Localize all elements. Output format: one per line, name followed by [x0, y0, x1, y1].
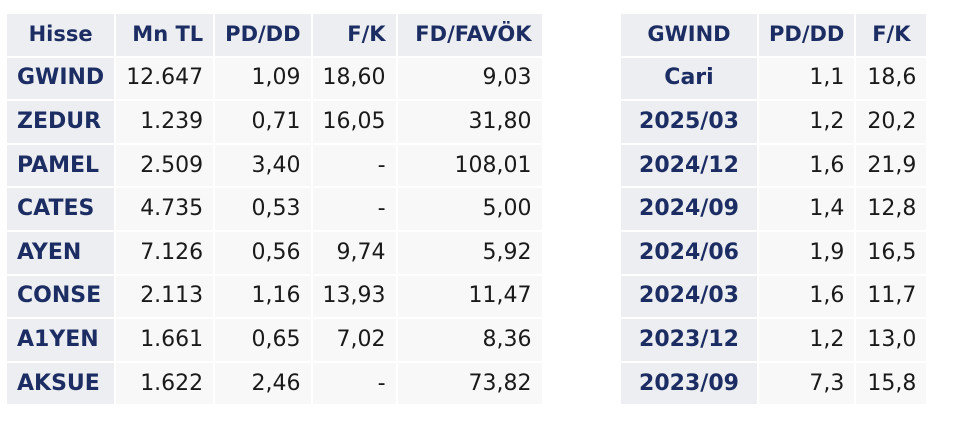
fd-favok-value: 108,01: [397, 144, 542, 187]
fd-favok-value: 5,92: [397, 231, 542, 274]
stock-name: CONSE: [7, 275, 115, 318]
table-row: 2023/09 7,3 15,8: [621, 362, 927, 405]
header-row: Hisse Mn TL PD/DD F/K FD/FAVÖK: [7, 14, 542, 56]
pd-dd-value: 0,56: [215, 231, 311, 274]
table-row: 2024/12 1,6 21,9: [621, 144, 927, 187]
stock-name: ZEDUR: [7, 101, 115, 143]
pd-dd-value: 1,9: [759, 231, 855, 274]
fk-value: 18,6: [856, 57, 927, 100]
period-label: 2023/09: [621, 362, 757, 405]
fk-value: 12,8: [856, 188, 927, 230]
pd-dd-value: 1,6: [759, 144, 855, 187]
pd-dd-value: 1,16: [215, 275, 311, 318]
period-label: 2024/09: [621, 188, 757, 230]
fk-value: 7,02: [312, 319, 396, 361]
pd-dd-value: 0,71: [215, 101, 311, 143]
mn-tl-value: 4.735: [116, 188, 214, 230]
column-header-fk: F/K: [856, 14, 927, 56]
stock-name: CATES: [7, 188, 115, 230]
pd-dd-value: 1,6: [759, 275, 855, 318]
table-row: ZEDUR 1.239 0,71 16,05 31,80: [7, 101, 542, 143]
fd-favok-value: 11,47: [397, 275, 542, 318]
header-row: GWIND PD/DD F/K: [621, 14, 927, 56]
table-row: AKSUE 1.622 2,46-73,82: [7, 362, 542, 405]
fk-value: 16,5: [856, 231, 927, 274]
fk-value: 21,9: [856, 144, 927, 187]
column-header-pd-dd: PD/DD: [215, 14, 311, 56]
period-label: Cari: [621, 57, 757, 100]
mn-tl-value: 1.239: [116, 101, 214, 143]
fk-value: 13,93: [312, 275, 396, 318]
stock-valuation-table: Hisse Mn TL PD/DD F/K FD/FAVÖK GWIND 12.6…: [5, 12, 544, 406]
table-row: Cari 1,1 18,6: [621, 57, 927, 100]
table-row: 2024/09 1,4 12,8: [621, 188, 927, 230]
fk-value: -: [312, 188, 396, 230]
mn-tl-value: 1.622: [116, 362, 214, 405]
pd-dd-value: 1,1: [759, 57, 855, 100]
pd-dd-value: 1,09: [215, 57, 311, 100]
column-header-hisse: Hisse: [7, 14, 115, 56]
period-label: 2024/03: [621, 275, 757, 318]
column-header-fk: F/K: [312, 14, 396, 56]
table-row: AYEN 7.126 0,56 9,74 5,92: [7, 231, 542, 274]
gwind-history-table: GWIND PD/DD F/K Cari 1,1 18,6 2025/03 1,2 20,…: [619, 12, 928, 406]
mn-tl-value: 2.113: [116, 275, 214, 318]
stock-name: GWIND: [7, 57, 115, 100]
table-row: 2024/03 1,6 11,7: [621, 275, 927, 318]
stock-name: AKSUE: [7, 362, 115, 405]
pd-dd-value: 3,40: [215, 144, 311, 187]
fd-favok-value: 31,80: [397, 101, 542, 143]
pd-dd-value: 2,46: [215, 362, 311, 405]
table-row: 2025/03 1,2 20,2: [621, 101, 927, 143]
mn-tl-value: 2.509: [116, 144, 214, 187]
stock-name: PAMEL: [7, 144, 115, 187]
column-header-mn-tl: Mn TL: [116, 14, 214, 56]
period-label: 2025/03: [621, 101, 757, 143]
fk-value: 13,0: [856, 319, 927, 361]
mn-tl-value: 7.126: [116, 231, 214, 274]
fd-favok-value: 8,36: [397, 319, 542, 361]
period-label: 2024/06: [621, 231, 757, 274]
period-label: 2023/12: [621, 319, 757, 361]
column-header-fd-favok: FD/FAVÖK: [397, 14, 542, 56]
stock-name: AYEN: [7, 231, 115, 274]
fk-value: -: [312, 144, 396, 187]
fk-value: 9,74: [312, 231, 396, 274]
pd-dd-value: 1,2: [759, 319, 855, 361]
column-header-gwind: GWIND: [621, 14, 757, 56]
pd-dd-value: 0,53: [215, 188, 311, 230]
pd-dd-value: 0,65: [215, 319, 311, 361]
table-row: PAMEL 2.509 3,40-108,01: [7, 144, 542, 187]
pd-dd-value: 7,3: [759, 362, 855, 405]
pd-dd-value: 1,4: [759, 188, 855, 230]
mn-tl-value: 12.647: [116, 57, 214, 100]
table-row: GWIND 12.647 1,09 18,60 9,03: [7, 57, 542, 100]
fk-value: 16,05: [312, 101, 396, 143]
mn-tl-value: 1.661: [116, 319, 214, 361]
fd-favok-value: 5,00: [397, 188, 542, 230]
table-row: CATES 4.735 0,53-5,00: [7, 188, 542, 230]
fd-favok-value: 73,82: [397, 362, 542, 405]
fk-value: 11,7: [856, 275, 927, 318]
period-label: 2024/12: [621, 144, 757, 187]
table-row: A1YEN 1.661 0,65 7,02 8,36: [7, 319, 542, 361]
table-row: 2023/12 1,2 13,0: [621, 319, 927, 361]
stock-name: A1YEN: [7, 319, 115, 361]
fk-value: 15,8: [856, 362, 927, 405]
table-row: CONSE 2.113 1,16 13,93 11,47: [7, 275, 542, 318]
table-row: 2024/06 1,9 16,5: [621, 231, 927, 274]
fd-favok-value: 9,03: [397, 57, 542, 100]
pd-dd-value: 1,2: [759, 101, 855, 143]
column-header-pd-dd: PD/DD: [759, 14, 855, 56]
fk-value: -: [312, 362, 396, 405]
fk-value: 18,60: [312, 57, 396, 100]
fk-value: 20,2: [856, 101, 927, 143]
